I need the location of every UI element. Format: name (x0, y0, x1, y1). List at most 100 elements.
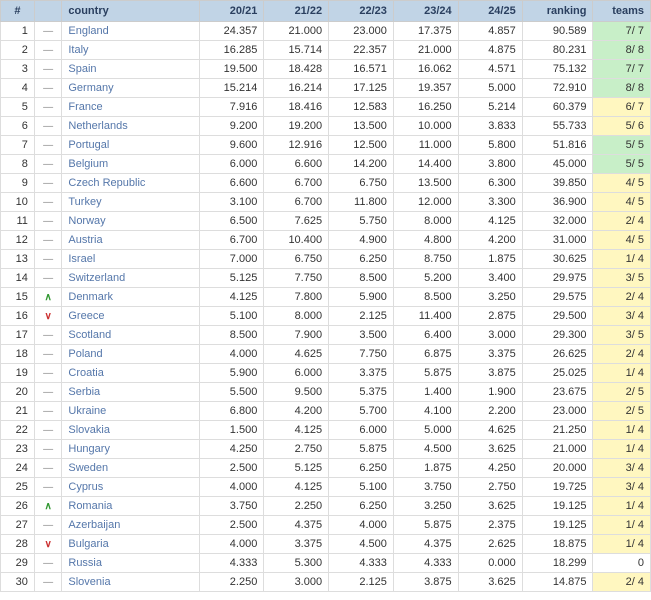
header-season-2425[interactable]: 24/25 (458, 1, 522, 22)
ranking-cell: 45.000 (522, 155, 593, 174)
teams-cell: 3/ 4 (593, 459, 651, 478)
table-row: 15∧Denmark4.1257.8005.9008.5003.25029.57… (1, 288, 651, 307)
country-cell[interactable]: Netherlands (62, 117, 199, 136)
ranking-cell: 18.875 (522, 535, 593, 554)
country-cell[interactable]: Norway (62, 212, 199, 231)
season-cell: 8.500 (329, 269, 394, 288)
header-season-2324[interactable]: 23/24 (393, 1, 458, 22)
season-cell: 15.714 (264, 41, 329, 60)
season-cell: 6.700 (264, 174, 329, 193)
rank-cell: 10 (1, 193, 35, 212)
country-cell[interactable]: Denmark (62, 288, 199, 307)
country-cell[interactable]: England (62, 22, 199, 41)
rank-cell: 1 (1, 22, 35, 41)
movement-arrow-icon: — (34, 364, 61, 383)
country-cell[interactable]: Greece (62, 307, 199, 326)
country-cell[interactable]: Slovakia (62, 421, 199, 440)
ranking-cell: 21.000 (522, 440, 593, 459)
header-season-2021[interactable]: 20/21 (199, 1, 264, 22)
teams-cell: 1/ 4 (593, 497, 651, 516)
movement-arrow-icon: — (34, 117, 61, 136)
country-cell[interactable]: Germany (62, 79, 199, 98)
rank-cell: 9 (1, 174, 35, 193)
rank-cell: 30 (1, 573, 35, 592)
country-cell[interactable]: Switzerland (62, 269, 199, 288)
country-cell[interactable]: Azerbaijan (62, 516, 199, 535)
teams-cell: 3/ 5 (593, 269, 651, 288)
movement-arrow-icon: — (34, 212, 61, 231)
season-cell: 9.500 (264, 383, 329, 402)
country-cell[interactable]: France (62, 98, 199, 117)
season-cell: 3.800 (458, 155, 522, 174)
rank-cell: 22 (1, 421, 35, 440)
season-cell: 5.100 (199, 307, 264, 326)
country-cell[interactable]: Hungary (62, 440, 199, 459)
season-cell: 8.750 (393, 250, 458, 269)
teams-cell: 4/ 5 (593, 231, 651, 250)
season-cell: 4.625 (458, 421, 522, 440)
rank-cell: 19 (1, 364, 35, 383)
season-cell: 12.916 (264, 136, 329, 155)
season-cell: 3.500 (329, 326, 394, 345)
country-cell[interactable]: Croatia (62, 364, 199, 383)
country-cell[interactable]: Ukraine (62, 402, 199, 421)
teams-cell: 2/ 4 (593, 288, 651, 307)
table-row: 3—Spain19.50018.42816.57116.0624.57175.1… (1, 60, 651, 79)
season-cell: 4.250 (458, 459, 522, 478)
header-rank[interactable]: # (1, 1, 35, 22)
header-ranking[interactable]: ranking (522, 1, 593, 22)
season-cell: 4.250 (199, 440, 264, 459)
season-cell: 2.125 (329, 573, 394, 592)
country-cell[interactable]: Cyprus (62, 478, 199, 497)
season-cell: 1.875 (458, 250, 522, 269)
rank-cell: 27 (1, 516, 35, 535)
header-season-2122[interactable]: 21/22 (264, 1, 329, 22)
ranking-cell: 30.625 (522, 250, 593, 269)
season-cell: 5.700 (329, 402, 394, 421)
country-cell[interactable]: Serbia (62, 383, 199, 402)
season-cell: 10.000 (393, 117, 458, 136)
country-cell[interactable]: Spain (62, 60, 199, 79)
season-cell: 9.200 (199, 117, 264, 136)
header-arrow (34, 1, 61, 22)
season-cell: 2.375 (458, 516, 522, 535)
country-cell[interactable]: Portugal (62, 136, 199, 155)
header-teams[interactable]: teams (593, 1, 651, 22)
season-cell: 5.750 (329, 212, 394, 231)
rank-cell: 4 (1, 79, 35, 98)
teams-cell: 3/ 5 (593, 326, 651, 345)
season-cell: 6.250 (329, 250, 394, 269)
rank-cell: 24 (1, 459, 35, 478)
country-cell[interactable]: Czech Republic (62, 174, 199, 193)
ranking-cell: 19.125 (522, 497, 593, 516)
country-cell[interactable]: Israel (62, 250, 199, 269)
season-cell: 5.875 (329, 440, 394, 459)
rank-cell: 2 (1, 41, 35, 60)
country-cell[interactable]: Belgium (62, 155, 199, 174)
country-cell[interactable]: Austria (62, 231, 199, 250)
country-cell[interactable]: Bulgaria (62, 535, 199, 554)
header-season-2223[interactable]: 22/23 (329, 1, 394, 22)
season-cell: 5.900 (329, 288, 394, 307)
season-cell: 4.500 (329, 535, 394, 554)
season-cell: 13.500 (329, 117, 394, 136)
season-cell: 6.250 (329, 459, 394, 478)
country-cell[interactable]: Russia (62, 554, 199, 573)
teams-cell: 1/ 4 (593, 364, 651, 383)
season-cell: 9.600 (199, 136, 264, 155)
country-cell[interactable]: Slovenia (62, 573, 199, 592)
header-country[interactable]: country (62, 1, 199, 22)
country-cell[interactable]: Poland (62, 345, 199, 364)
table-row: 4—Germany15.21416.21417.12519.3575.00072… (1, 79, 651, 98)
movement-arrow-icon: — (34, 250, 61, 269)
country-cell[interactable]: Romania (62, 497, 199, 516)
movement-arrow-icon: — (34, 193, 61, 212)
season-cell: 21.000 (393, 41, 458, 60)
country-cell[interactable]: Sweden (62, 459, 199, 478)
season-cell: 3.100 (199, 193, 264, 212)
country-cell[interactable]: Scotland (62, 326, 199, 345)
rank-cell: 18 (1, 345, 35, 364)
country-cell[interactable]: Italy (62, 41, 199, 60)
country-cell[interactable]: Turkey (62, 193, 199, 212)
season-cell: 7.625 (264, 212, 329, 231)
